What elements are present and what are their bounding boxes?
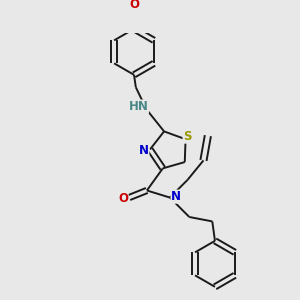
Text: S: S <box>183 130 192 143</box>
Text: N: N <box>139 144 149 157</box>
Text: O: O <box>129 0 139 11</box>
Text: HN: HN <box>128 100 148 113</box>
Text: N: N <box>171 190 181 203</box>
Text: O: O <box>118 192 128 205</box>
